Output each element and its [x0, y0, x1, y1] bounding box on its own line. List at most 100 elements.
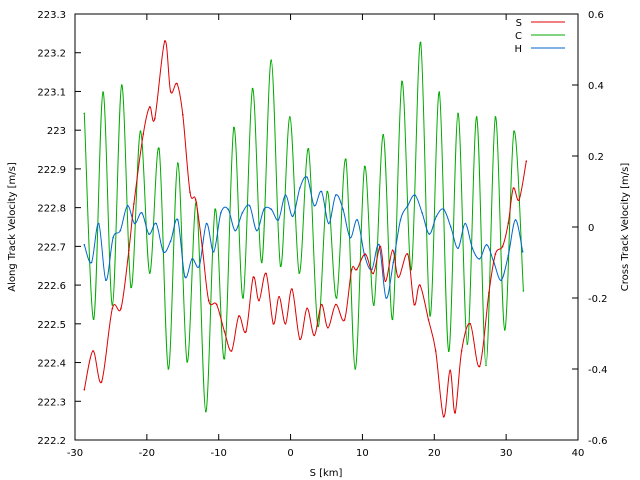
data-point-S: [111, 307, 114, 310]
data-point-S: [120, 307, 122, 310]
legend-label-C: C: [515, 31, 522, 42]
data-point-H: [133, 222, 136, 225]
y-tick-label: 222.5: [37, 320, 66, 331]
data-point-H: [385, 297, 387, 299]
data-point-H: [198, 265, 201, 267]
data-point-S: [343, 319, 346, 321]
y-tick-label: 223.2: [37, 49, 66, 60]
data-point-S: [245, 330, 247, 333]
data-point-C: [205, 410, 207, 413]
data-point-C: [513, 130, 515, 132]
data-point-C: [214, 208, 216, 210]
data-point-S: [92, 350, 94, 352]
data-point-H: [349, 236, 352, 239]
data-point-H: [90, 261, 93, 264]
data-point-S: [384, 280, 387, 283]
y-tick-label: 223.3: [37, 10, 66, 21]
data-point-H: [148, 233, 150, 235]
data-point-S: [313, 334, 316, 337]
y2-tick-label: -0.6: [588, 436, 608, 447]
x-tick-label: 0: [287, 448, 293, 459]
data-point-H: [220, 212, 222, 214]
data-point-C: [345, 158, 347, 161]
data-point-H: [421, 212, 423, 214]
y-tick-label: 222.9: [37, 165, 66, 176]
legend-label-S: S: [516, 18, 522, 29]
data-point-H: [241, 212, 244, 214]
data-point-C: [130, 286, 132, 289]
data-point-S: [501, 245, 504, 248]
data-point-S: [100, 381, 103, 383]
y-tick-label: 222.7: [37, 242, 66, 253]
y-tick-label: 222.6: [37, 281, 66, 292]
data-point-H: [471, 247, 474, 250]
y2-tick-label: -0.2: [588, 294, 608, 305]
plot-frame: [74, 13, 579, 441]
data-point-H: [277, 219, 280, 221]
data-point-C: [223, 357, 226, 360]
data-point-S: [478, 365, 481, 368]
data-point-S: [128, 249, 130, 251]
data-point-C: [391, 318, 394, 321]
data-point-H: [234, 229, 236, 232]
data-point-H: [112, 236, 114, 239]
data-point-H: [212, 251, 215, 253]
data-point-H: [435, 215, 438, 218]
data-point-C: [382, 133, 385, 136]
data-point-C: [475, 116, 478, 118]
y-tick-label: 223.1: [37, 87, 66, 98]
data-point-S: [350, 268, 353, 271]
data-point-C: [279, 265, 282, 267]
data-point-S: [238, 315, 240, 317]
data-point-H: [291, 215, 294, 218]
data-point-H: [155, 222, 157, 225]
data-point-S: [272, 323, 275, 325]
data-point-C: [186, 361, 188, 363]
data-point-H: [270, 208, 273, 210]
x-tick-label: 40: [572, 448, 585, 459]
data-point-H: [392, 261, 395, 264]
data-point-S: [355, 268, 358, 271]
data-point-S: [265, 272, 267, 275]
data-point-H: [205, 222, 208, 225]
data-point-H: [335, 194, 337, 196]
data-point-S: [518, 199, 520, 201]
data-point-S: [278, 295, 280, 298]
data-point-C: [438, 91, 441, 93]
y-axis-label: Along Track Velocity [m/s]: [7, 162, 18, 292]
data-point-H: [478, 258, 481, 260]
data-point-S: [507, 222, 510, 224]
data-point-H: [507, 254, 510, 257]
data-point-C: [447, 350, 450, 353]
data-point-C: [494, 116, 497, 118]
data-point-C: [457, 112, 459, 115]
data-point-H: [306, 176, 308, 179]
data-point-S: [189, 191, 191, 193]
data-point-H: [320, 190, 323, 193]
data-point-S: [449, 369, 451, 372]
data-point-H: [457, 247, 459, 250]
data-point-S: [320, 303, 323, 306]
data-point-C: [522, 290, 525, 292]
data-point-H: [126, 204, 129, 207]
data-point-C: [158, 148, 160, 150]
y2-tick-label: -0.4: [588, 365, 608, 376]
data-point-H: [521, 251, 524, 253]
data-point-C: [139, 130, 142, 132]
data-point-H: [184, 275, 186, 278]
data-point-S: [379, 245, 382, 248]
data-point-H: [399, 219, 402, 221]
data-point-S: [427, 319, 430, 321]
data-point-H: [342, 208, 344, 210]
data-point-C: [289, 116, 291, 118]
series-line-H: [83, 176, 524, 299]
data-point-H: [248, 204, 251, 207]
data-point-S: [327, 326, 329, 329]
data-point-S: [284, 323, 287, 325]
x-tick-label: 30: [500, 448, 513, 459]
data-point-S: [230, 350, 233, 352]
data-point-S: [372, 272, 375, 275]
data-point-H: [105, 279, 107, 282]
data-point-S: [252, 276, 254, 279]
data-point-S: [182, 113, 184, 116]
